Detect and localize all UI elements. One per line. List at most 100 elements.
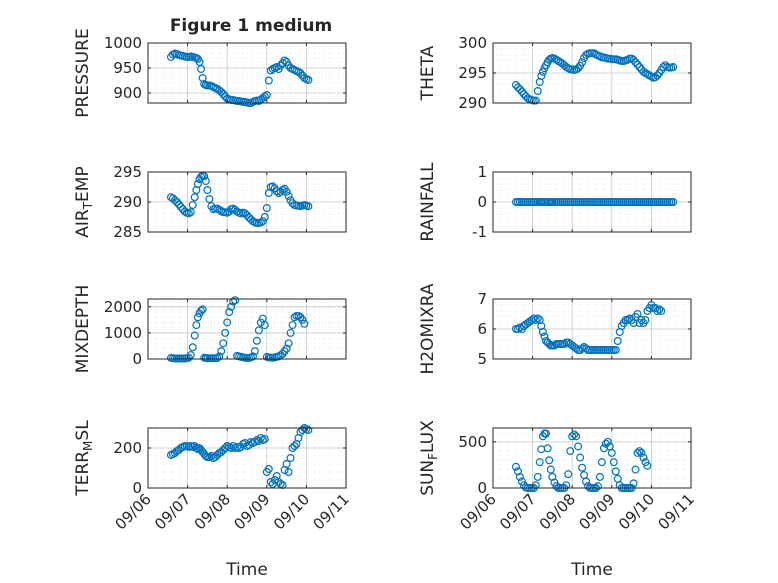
data-point (250, 438, 259, 447)
data-point (572, 432, 581, 441)
y-tick-label: 1000 (104, 324, 142, 342)
data-point (537, 71, 546, 80)
data-point (595, 472, 604, 481)
data-point (219, 89, 228, 98)
y-axis-label: H2OMIXRA (418, 283, 438, 374)
data-point (633, 60, 642, 69)
data-point (533, 314, 542, 323)
data-point (266, 478, 275, 487)
data-point (223, 318, 232, 327)
y-tick-label: 285 (113, 223, 142, 241)
data-point (582, 477, 591, 486)
data-point (296, 68, 305, 77)
data-point (260, 321, 269, 330)
data-point (290, 442, 299, 451)
data-point (304, 75, 313, 84)
subplot-air-temp: 295 290 285 AIRTEMP (73, 163, 347, 241)
data-point (192, 444, 201, 453)
y-tick-label: 0 (477, 193, 487, 211)
data-point (611, 467, 620, 476)
data-point (576, 453, 585, 462)
plot-area (493, 428, 691, 488)
y-axis-label: THETA (418, 45, 438, 101)
data-point (282, 460, 291, 469)
y-tick-label: 0 (132, 350, 142, 368)
data-point (286, 454, 295, 463)
data-point (550, 54, 559, 63)
data-point (203, 186, 212, 195)
data-point (657, 307, 666, 316)
y-tick-label: 300 (458, 34, 487, 52)
data-point (243, 211, 252, 220)
data-point (186, 351, 195, 360)
data-point (540, 332, 549, 341)
y-tick-label: 900 (113, 84, 142, 102)
subplot-mixdepth: 2000 1000 0 MIXDEPTH (73, 285, 347, 373)
data-point (603, 437, 612, 446)
data-point (170, 196, 179, 205)
y-axis-label: PRESSURE (73, 28, 93, 117)
data-point (188, 343, 197, 352)
subplot-pressure: 1000 950 900 PRESSURE (73, 28, 347, 118)
data-point (538, 328, 547, 337)
data-point (515, 85, 524, 94)
data-point (511, 462, 520, 471)
data-point (221, 444, 230, 453)
y-tick-label: 5 (477, 350, 487, 368)
data-point (205, 195, 214, 204)
data-series (511, 301, 666, 355)
data-point (597, 458, 606, 467)
y-tick-label: 290 (113, 193, 142, 211)
data-point (562, 481, 571, 490)
data-point (611, 346, 620, 355)
data-point (669, 62, 678, 71)
data-point (554, 56, 563, 65)
y-tick-label: 7 (477, 290, 487, 308)
data-point (572, 344, 581, 353)
data-point (633, 310, 642, 319)
data-point (254, 326, 263, 335)
data-point (546, 465, 555, 474)
x-axis-label: Time (225, 560, 268, 580)
y-tick-label: 0 (477, 479, 487, 497)
data-point (197, 306, 206, 315)
data-point (266, 66, 275, 75)
y-tick-label: 1 (477, 163, 487, 181)
data-point (653, 71, 662, 80)
data-point (215, 352, 224, 361)
data-point (641, 68, 650, 77)
data-point (231, 296, 240, 305)
y-axis-label: SUNFLUX (418, 420, 440, 496)
data-point (288, 321, 297, 330)
data-point (272, 62, 281, 71)
data-point (560, 340, 569, 349)
data-point (260, 92, 269, 101)
y-tick-label: 2000 (104, 298, 142, 316)
data-point (217, 87, 226, 96)
data-point (282, 344, 291, 353)
data-point (568, 432, 577, 441)
data-point (643, 70, 652, 79)
data-point (227, 302, 236, 311)
axes-box (147, 427, 347, 489)
data-point (221, 328, 230, 337)
data-point (256, 434, 265, 443)
data-series (511, 49, 678, 105)
data-point (290, 313, 299, 322)
y-tick-label: 0 (132, 479, 142, 497)
data-point (280, 56, 289, 65)
data-point (651, 73, 660, 82)
data-point (535, 458, 544, 467)
data-point (248, 352, 257, 361)
data-point (631, 58, 640, 67)
data-point (593, 482, 602, 491)
data-point (198, 305, 207, 314)
data-point (607, 448, 616, 457)
data-series (166, 171, 313, 228)
data-point (262, 90, 271, 99)
data-point (270, 476, 279, 485)
data-point (635, 62, 644, 71)
data-point (272, 187, 281, 196)
data-point (172, 198, 181, 207)
